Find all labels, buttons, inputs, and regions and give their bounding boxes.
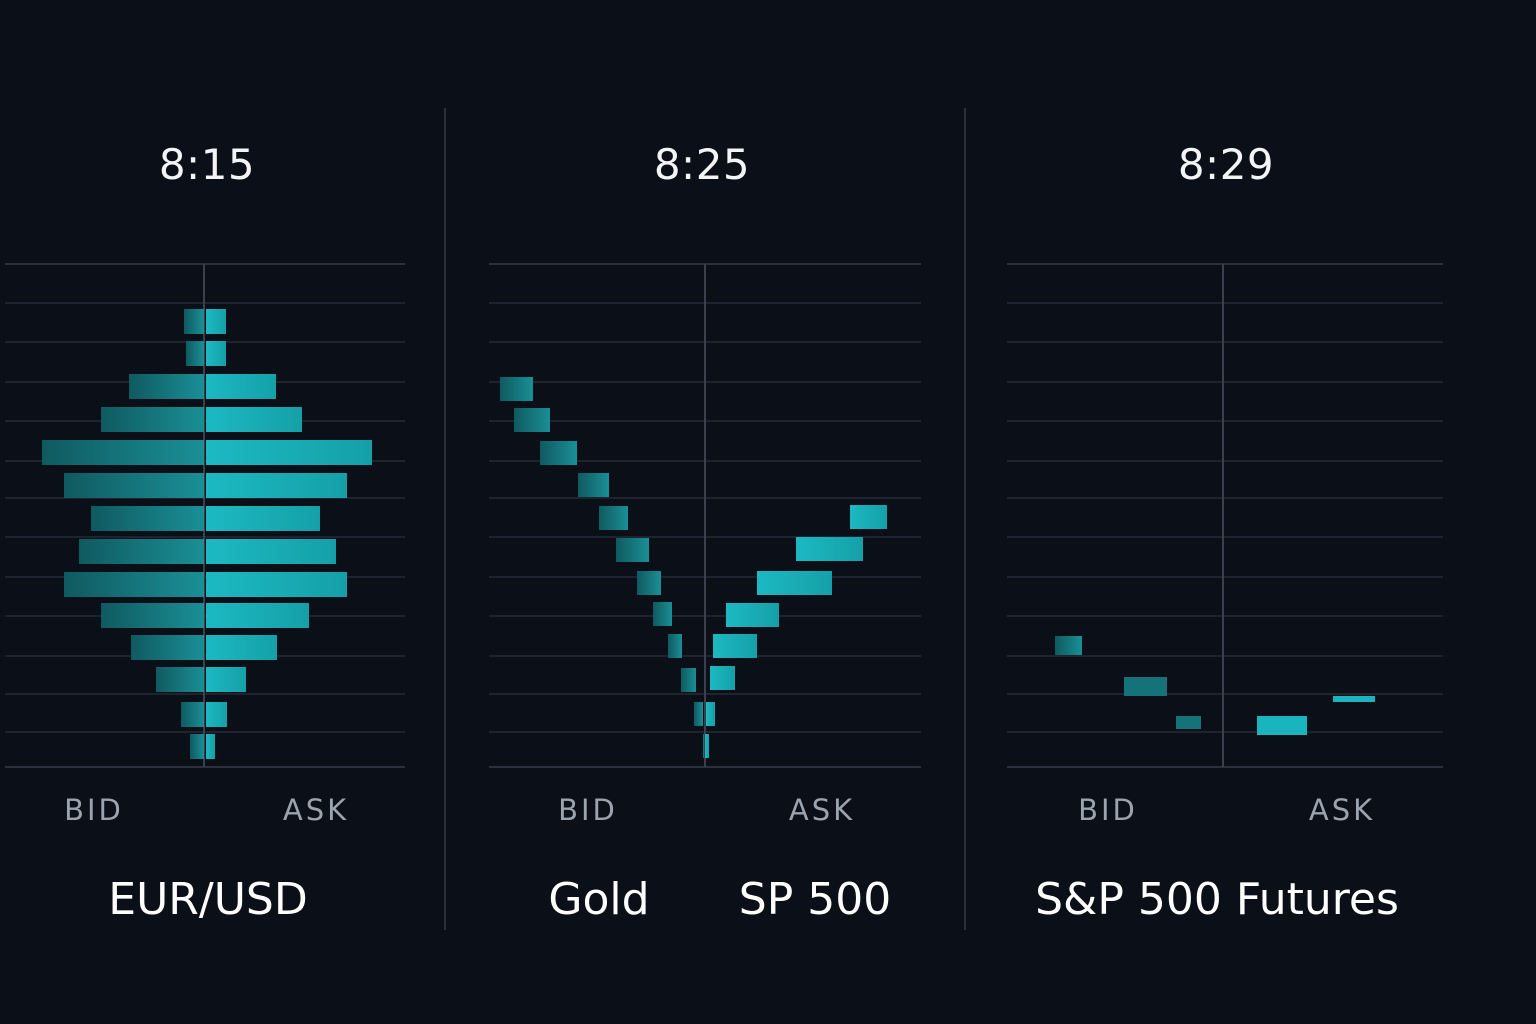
ask-bar-7 <box>705 734 709 758</box>
panel-2-time: 8:25 <box>653 140 751 189</box>
bid-bar-9 <box>681 668 696 692</box>
bid-bar-4 <box>599 506 628 530</box>
panel-2-depth-chart <box>489 263 921 768</box>
panel-3-bid-label: BID <box>1078 793 1138 827</box>
ask-bar-0 <box>206 309 226 334</box>
ask-bar-4 <box>713 634 757 658</box>
bid-bar-10 <box>131 635 204 660</box>
ask-bar-3 <box>206 407 302 432</box>
ask-bar-0 <box>850 505 887 529</box>
panel-1-bid-label: BID <box>64 793 124 827</box>
divider-left <box>444 108 446 930</box>
bid-bar-2 <box>540 441 577 465</box>
panel-2-instrument-sp500: SP 500 <box>738 874 892 925</box>
ask-bar-2 <box>757 571 832 595</box>
bid-bar-6 <box>637 571 661 595</box>
bid-bar-13 <box>190 734 204 759</box>
bid-bar-11 <box>703 734 704 758</box>
panel-1-instrument: EUR/USD <box>108 874 308 925</box>
ask-bar-8 <box>206 572 347 597</box>
panel-1-time: 8:15 <box>158 140 256 189</box>
panel-2-bid-label: BID <box>558 793 618 827</box>
bid-bar-8 <box>668 634 682 658</box>
bid-bar-0 <box>184 309 204 334</box>
ask-bar-12 <box>206 702 227 727</box>
ask-bar-6 <box>706 702 715 726</box>
ask-bar-7 <box>206 539 336 564</box>
panel-3-time: 8:29 <box>1177 140 1275 189</box>
bid-bar-12 <box>181 702 204 727</box>
bid-bar-1 <box>186 341 204 366</box>
ask-bar-1 <box>206 341 226 366</box>
panel-3-instrument: S&P 500 Futures <box>1035 874 1399 925</box>
order-bar-1 <box>1124 677 1167 696</box>
bid-bar-3 <box>101 407 204 432</box>
bid-bar-9 <box>101 603 204 628</box>
bid-bar-10 <box>694 702 703 726</box>
panel-1-depth-chart <box>5 263 405 768</box>
bid-bar-3 <box>578 473 609 497</box>
bid-bar-0 <box>500 377 533 401</box>
divider-right <box>964 108 966 930</box>
bid-bar-6 <box>91 506 204 531</box>
ask-bar-1 <box>796 537 863 561</box>
panel-1-ask-label: ASK <box>282 793 350 827</box>
bid-bar-4 <box>42 440 204 465</box>
ask-bar-6 <box>206 506 320 531</box>
ask-bar-2 <box>206 374 276 399</box>
ask-bar-9 <box>206 603 309 628</box>
panel-eurusd: 8:15 BID ASK EUR/USD <box>0 0 446 1024</box>
panel-2-instrument-gold: Gold <box>548 874 650 925</box>
bid-bar-5 <box>616 538 649 562</box>
bid-bar-11 <box>156 667 204 692</box>
order-bar-4 <box>1333 696 1375 702</box>
panel-gold-sp500: 8:25 BID ASK Gold SP 500 <box>489 140 921 925</box>
ask-bar-5 <box>710 666 735 690</box>
bid-bar-8 <box>64 572 204 597</box>
panel-3-ask-label: ASK <box>1308 793 1376 827</box>
bid-bar-7 <box>79 539 204 564</box>
bid-bar-1 <box>514 408 550 432</box>
order-bar-0 <box>1055 636 1082 655</box>
bid-bar-5 <box>64 473 204 498</box>
panel-2-ask-label: ASK <box>788 793 856 827</box>
ask-bar-5 <box>206 473 347 498</box>
ask-bar-11 <box>206 667 246 692</box>
bid-bar-7 <box>653 602 672 626</box>
ask-bar-10 <box>206 635 277 660</box>
order-bar-3 <box>1257 716 1307 735</box>
ask-bar-4 <box>206 440 372 465</box>
ask-bar-3 <box>726 603 779 627</box>
ask-bar-13 <box>206 734 215 759</box>
order-bar-2 <box>1176 716 1201 729</box>
bid-bar-2 <box>129 374 204 399</box>
